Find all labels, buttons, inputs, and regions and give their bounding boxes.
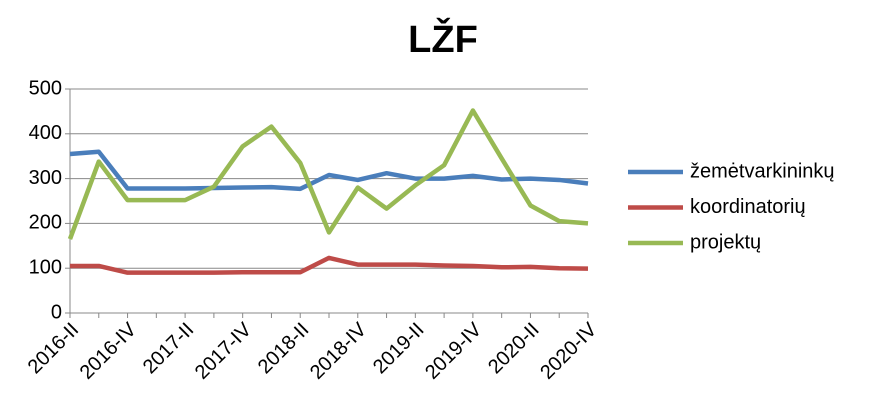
x-tick-label: 2019-II: [369, 319, 429, 379]
legend-label: projektų: [690, 231, 761, 253]
y-tick-label: 100: [29, 256, 62, 278]
x-tick-label: 2017-IV: [191, 318, 257, 384]
x-tick-label: 2020-IV: [536, 318, 602, 384]
x-tick-label: 2020-II: [484, 319, 544, 379]
legend-label: žemėtvarkininkų: [690, 160, 835, 182]
series-line: [70, 255, 589, 275]
y-tick-label: 300: [29, 167, 62, 189]
y-tick-label: 0: [51, 301, 62, 323]
x-tick-label: 2016-IV: [76, 318, 142, 384]
x-tick-label: 2019-IV: [421, 318, 487, 384]
x-tick-label: 2016-II: [24, 319, 84, 379]
x-tick-label: 2018-IV: [306, 318, 372, 384]
series-line: [69, 149, 589, 192]
x-tick-label: 2017-II: [139, 319, 199, 379]
x-tick-label: 2018-II: [254, 319, 314, 379]
y-tick-label: 500: [29, 77, 62, 99]
legend-label: koordinatorių: [690, 196, 806, 218]
series-line: [67, 108, 589, 240]
y-tick-label: 200: [29, 212, 62, 234]
chart-title: LŽF: [408, 17, 478, 61]
y-tick-label: 400: [29, 122, 62, 144]
